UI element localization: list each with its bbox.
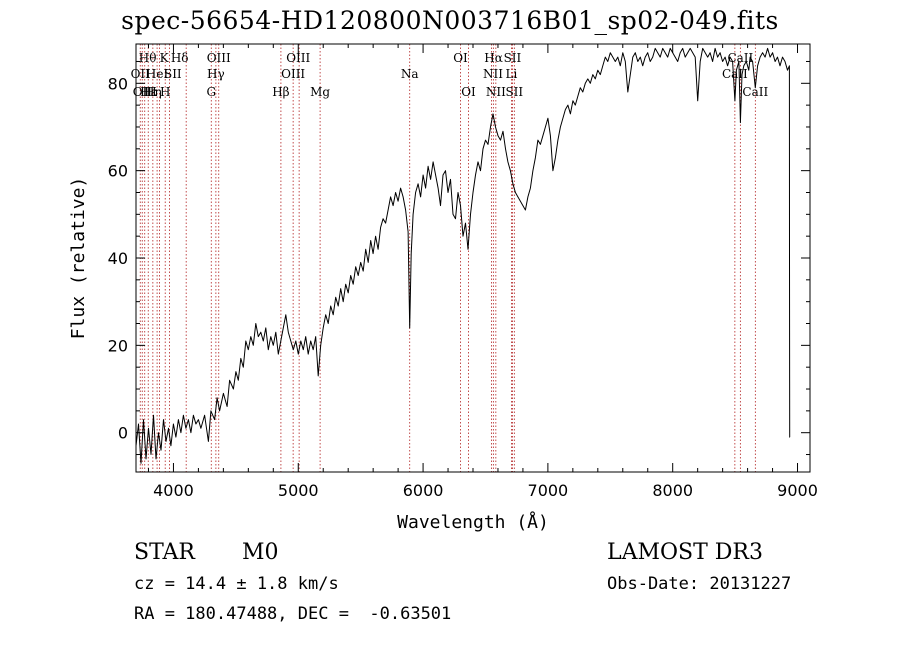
line-id-label: SII (504, 51, 522, 65)
line-markers (139, 44, 756, 472)
line-id-label: H (160, 85, 170, 99)
line-id-label: OIII (286, 51, 310, 65)
x-tick-label: 4000 (153, 481, 194, 500)
x-tick-label: 6000 (403, 481, 444, 500)
line-id-label: Mg (310, 85, 330, 99)
redshift-text: cz = 14.4 ± 1.8 km/s (134, 574, 339, 594)
line-id-label: Hη (144, 85, 162, 99)
y-tick-label: 80 (108, 74, 128, 93)
line-id-label: Hε (140, 85, 157, 99)
line-id-label: CaII (742, 85, 768, 99)
line-id-label: Hγ (207, 67, 225, 81)
coordinates-text: RA = 180.47488, DEC = -0.63501 (134, 604, 452, 624)
line-id-label: NII (486, 85, 506, 99)
line-id-label: OII (131, 67, 151, 81)
line-id-label: CaII (722, 67, 748, 81)
x-tick-label: 8000 (652, 481, 693, 500)
line-id-label: OIII (281, 67, 305, 81)
line-id-label: Na (401, 67, 419, 81)
spectrum-line (135, 47, 791, 464)
y-tick-label: 60 (108, 162, 128, 181)
plot-frame (135, 43, 811, 473)
y-tick-label: 20 (108, 336, 128, 355)
line-id-label: NII (483, 67, 503, 81)
x-tick-label: 7000 (528, 481, 569, 500)
axis-ticks: 4000 5000 6000 7000 8000 9000 0 20 40 60 80 (108, 44, 818, 500)
line-id-label: Hδ (171, 51, 189, 65)
spectrum-layer (135, 47, 791, 464)
y-tick-label: 40 (108, 249, 128, 268)
line-id-label: OIII (207, 51, 231, 65)
line-id-label: HeI (146, 67, 169, 81)
spectral-subclass: M0 (242, 540, 279, 565)
object-class: STAR (134, 540, 195, 565)
obs-date-text: Obs-Date: 20131227 (607, 574, 792, 594)
line-id-label: CaII (727, 51, 753, 65)
x-tick-label: 5000 (278, 481, 319, 500)
line-id-label: G (206, 85, 216, 99)
line-id-label: SII (505, 85, 523, 99)
line-id-label: OI (461, 85, 476, 99)
line-id-label: K (160, 51, 170, 65)
x-tick-label: 9000 (777, 481, 818, 500)
line-id-label: Li (506, 67, 518, 81)
line-id-label: OIII (133, 85, 157, 99)
y-tick-label: 0 (118, 424, 128, 443)
line-id-label: Hα (484, 51, 503, 65)
chart-title: spec-56654-HD120800N003716B01_sp02-049.f… (121, 6, 779, 35)
survey-name: LAMOST DR3 (607, 540, 763, 565)
x-axis-label: Wavelength (Å) (397, 511, 549, 533)
y-axis-label: Flux (relative) (68, 177, 89, 340)
line-id-label: OI (453, 51, 468, 65)
line-id-label: Hθ (139, 51, 157, 65)
line-id-label: Hβ (272, 85, 289, 99)
line-id-label: SII (164, 67, 182, 81)
